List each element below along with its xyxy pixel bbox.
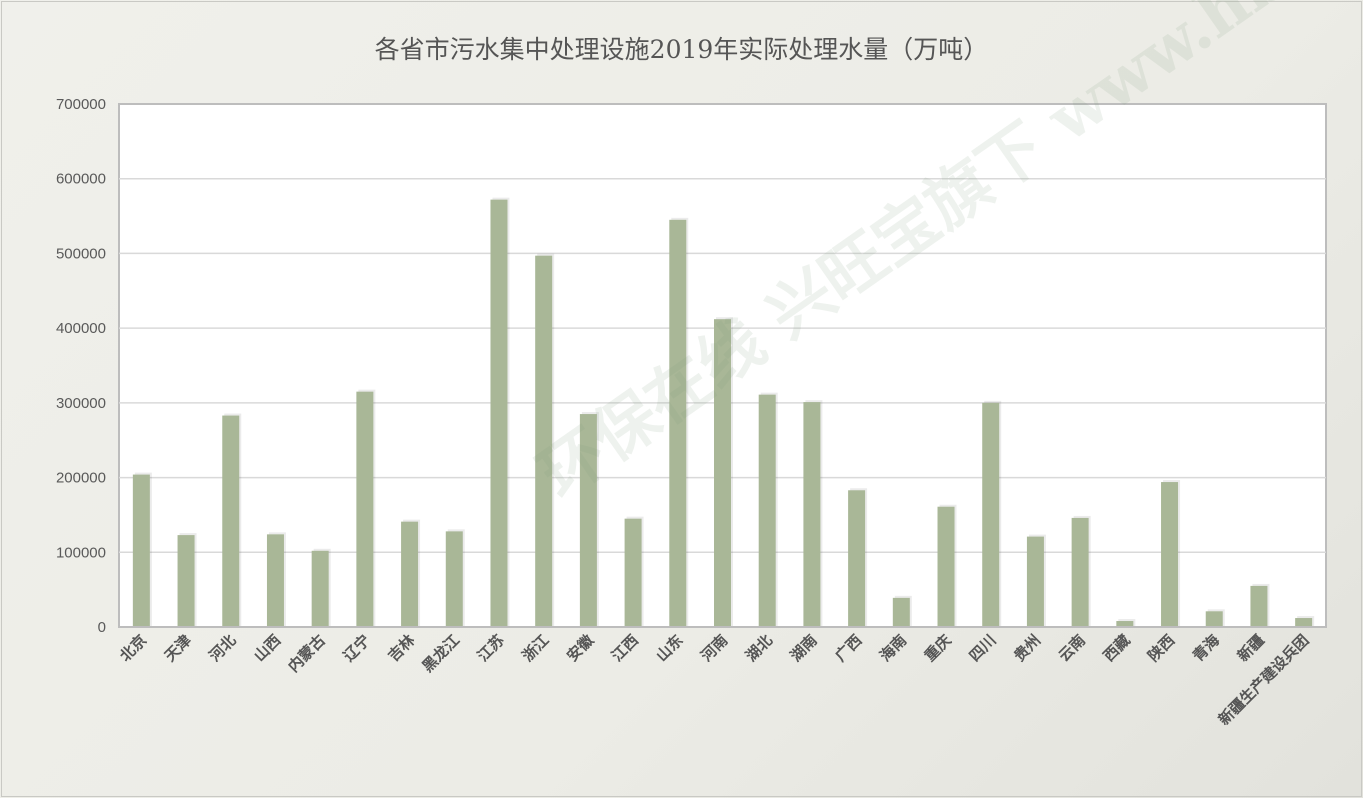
x-tick-label: 黑龙江 [419,631,464,676]
x-tick-label: 辽宁 [340,631,374,665]
x-tick-label: 重庆 [921,631,955,665]
x-tick-label: 内蒙古 [284,631,329,676]
x-tick-label: 山西 [250,631,284,665]
bar [1161,482,1179,627]
bar [311,550,329,627]
bar [222,415,240,627]
y-tick-label: 700000 [56,96,106,113]
x-tick-label: 湖南 [787,631,821,665]
x-tick-label: 河北 [206,631,240,665]
bar [401,521,419,627]
bar [1026,536,1044,627]
bar [490,199,508,628]
bar [445,531,463,627]
y-tick-label: 600000 [56,171,106,188]
bar [982,402,1000,627]
x-tick-label: 安徽 [563,630,598,665]
bar [579,414,597,627]
x-tick-label: 青海 [1189,631,1223,665]
bar [1116,621,1134,627]
bar [266,534,284,627]
x-tick-label: 四川 [966,631,1000,665]
bar [177,535,195,627]
bar [1295,618,1313,627]
bar [803,402,821,627]
bar [848,490,866,627]
x-tick-label: 陕西 [1144,631,1178,665]
y-tick-label: 100000 [56,544,106,561]
bar [624,518,642,627]
bar [1205,611,1223,627]
x-tick-label: 江西 [608,631,642,665]
y-tick-label: 500000 [56,245,106,262]
x-tick-label: 河南 [697,631,731,665]
x-tick-label: 吉林 [384,630,419,665]
x-tick-label: 湖北 [742,631,776,665]
bar [937,506,955,627]
bar [132,474,150,627]
bar [1250,585,1268,627]
x-tick-label: 江苏 [474,631,508,665]
bar [356,391,374,627]
x-tick-label: 西藏 [1100,631,1134,665]
y-tick-label: 0 [98,619,106,636]
x-tick-label: 云南 [1055,631,1089,665]
bar [714,319,731,627]
y-tick-label: 200000 [56,470,106,487]
x-tick-label: 天津 [161,631,195,665]
bar [758,394,776,627]
x-tick-label: 贵州 [1010,631,1044,665]
x-tick-label: 北京 [116,631,150,665]
x-tick-label: 新疆 [1234,631,1268,665]
y-tick-label: 300000 [56,395,106,412]
x-tick-label: 浙江 [519,631,553,665]
bar [669,219,687,628]
x-tick-label: 海南 [876,631,910,665]
y-tick-label: 400000 [56,320,106,337]
bar [892,597,910,627]
x-tick-label: 山东 [653,631,687,665]
bar [535,255,553,628]
bar [1071,517,1089,627]
chart-title: 各省市污水集中处理设施2019年实际处理水量（万吨） [374,35,989,64]
x-tick-label: 广西 [831,631,865,665]
